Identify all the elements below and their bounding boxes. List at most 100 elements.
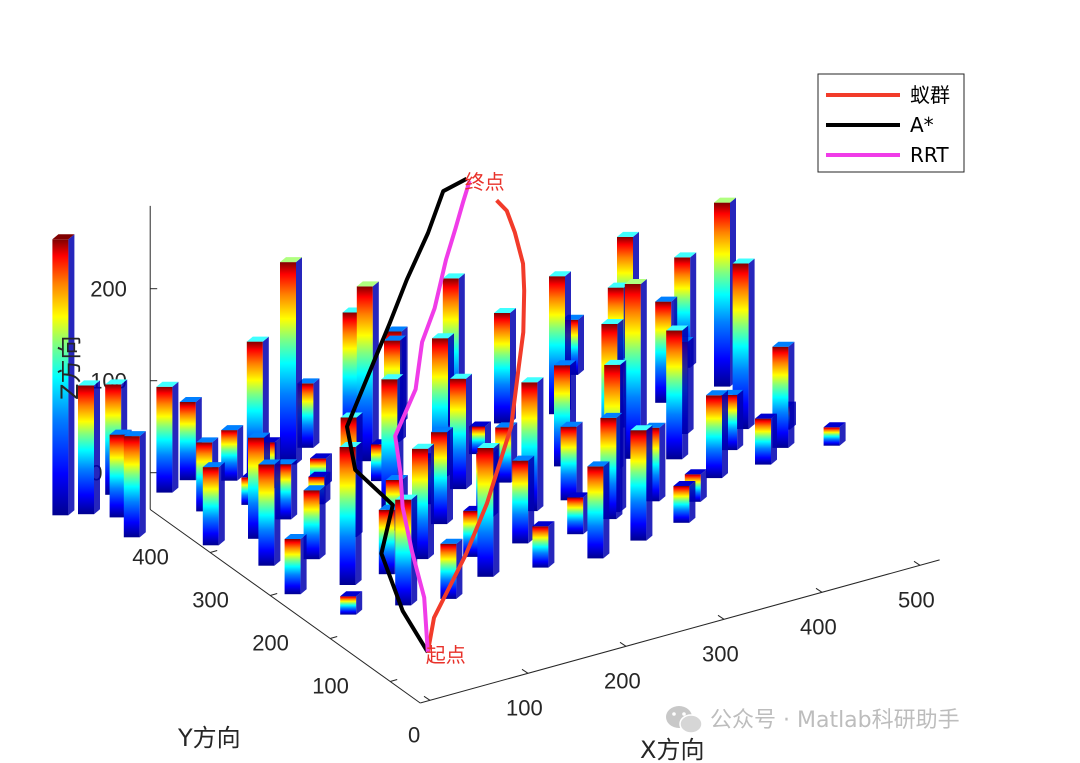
bar-top-face [587,461,610,467]
bar-side-face [700,469,707,502]
bar-front-face [512,460,529,544]
bar-top-face [248,432,270,438]
annotations-layer: 起点 终点 [426,170,505,667]
bar-front-face [123,436,140,538]
bar-side-face [447,427,453,525]
bar-top-face [280,257,302,263]
bar-side-face [687,337,694,434]
x-tick-label: 200 [604,668,641,693]
y-tick-label: 400 [132,545,169,570]
bar-front-face [340,596,357,615]
bar-3d [340,591,363,615]
x-tick-label: 400 [800,614,837,639]
bar-top-face [666,325,689,331]
bar-side-face [355,442,362,585]
bar-top-face [258,459,281,465]
bar-side-face [616,412,623,520]
bar-top-face [109,429,132,435]
bar-side-face [274,459,281,566]
bar-side-face [578,314,584,375]
x-tick-label: 0 [408,722,420,747]
z-axis-label: Z方向 [56,336,84,400]
bar-top-face [179,397,202,402]
bar-top-face [604,359,627,365]
bar-top-face [469,421,491,427]
bar-top-face [297,378,320,384]
bar-side-face [313,378,320,448]
bar-side-face [291,459,298,520]
axes-layer: 01002003004005001002003004000100200 [90,205,940,747]
x-tick-mark [913,560,921,566]
bar-3d [732,258,755,430]
bar-side-face [68,234,75,516]
bar-front-face [706,395,722,479]
bar-top-face [202,462,225,468]
x-tick-label: 500 [898,587,935,612]
bar-side-face [237,425,244,481]
x-tick-mark [521,668,529,674]
bar-3d [123,431,146,538]
y-tick-mark [390,679,398,682]
bar-front-face [339,447,356,585]
bar-front-face [532,526,549,568]
wechat-icon [666,706,703,734]
series-line [393,180,472,653]
bar-side-face [839,422,846,446]
x-axis-line [420,559,940,704]
bar-side-face [172,381,179,493]
bar-3d [156,381,179,493]
bar-side-face [324,471,331,505]
bar-top-face [601,319,624,324]
bar-top-face [442,273,465,279]
bar-top-face [340,591,363,597]
bar-side-face [218,462,225,546]
bar-3d [706,390,728,479]
bar-front-face [221,430,238,481]
bar-top-face [356,281,379,287]
bar-side-face [356,591,363,615]
z-tick-label: 200 [90,277,127,302]
bar-top-face [512,455,535,461]
bar-3d [221,425,244,481]
bar-side-face [537,377,544,512]
bar-3d [630,425,653,541]
bar-front-face [450,378,466,490]
bar-top-face [275,459,298,465]
path-annotation: 终点 [465,170,505,194]
bar-front-face [624,284,641,459]
y-tick-mark [330,636,338,639]
bar-top-face [567,492,590,498]
bar-top-face [560,421,583,427]
bar-top-face [123,431,146,437]
bar-top-face [673,481,696,486]
x-tick-mark [423,695,431,701]
bar-top-face [624,279,647,284]
bar-top-face [303,485,326,491]
bar-side-face [300,534,307,595]
bar-front-face [280,262,296,465]
bar-side-face [748,258,755,430]
bar-top-face [156,381,179,387]
bar-top-face [221,425,244,431]
bar-side-face [722,390,728,479]
bar-top-face [310,453,332,459]
bar-3d [823,422,846,446]
bar-top-face [412,443,434,449]
bar-top-face [549,271,571,277]
bar-top-face [532,521,555,527]
x-tick-label: 300 [702,641,739,666]
x-tick-label: 100 [506,695,543,720]
bar-3d [450,373,472,490]
bar-top-face [823,422,846,428]
bar-top-face [284,534,307,539]
bar-top-face [706,390,728,396]
bar-top-face [607,282,630,288]
bar-3d [624,279,647,459]
bar-3d [284,534,307,595]
bar-top-face [630,425,653,431]
bar-front-face [202,467,219,546]
bar-top-face [308,471,331,477]
bar-top-face [105,379,128,385]
bar-top-face [432,333,454,339]
